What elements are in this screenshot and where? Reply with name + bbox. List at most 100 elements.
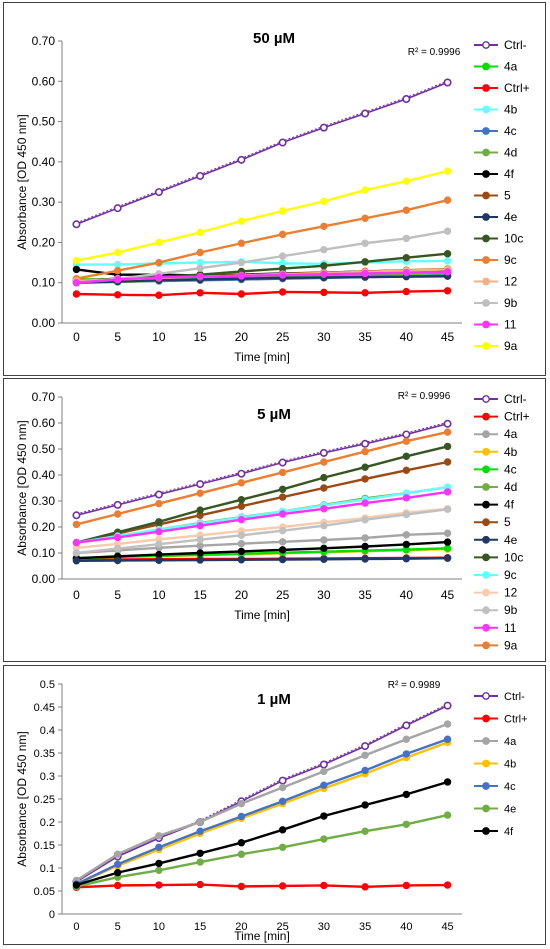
data-point-10c xyxy=(402,254,411,262)
data-point-Ctrl+ xyxy=(443,287,452,295)
data-point-9a xyxy=(237,479,246,487)
series-line-4e xyxy=(76,557,448,562)
legend-marker-11 xyxy=(482,623,490,632)
data-point-4f xyxy=(237,547,246,556)
y-tick-label: 0.10 xyxy=(32,276,56,290)
chart-panel-50uM: 0.00 0.10 0.20 0.30 0.40 0.50 0.60 0.70 0 5 10 15 20… xyxy=(3,2,546,376)
series-line-9b xyxy=(76,508,448,555)
data-point-9b xyxy=(361,516,369,524)
data-point-9a xyxy=(278,207,287,215)
data-point-9a xyxy=(113,248,122,257)
data-point-9c xyxy=(443,196,452,204)
data-point-Ctrl+ xyxy=(443,881,452,889)
data-point-9b xyxy=(443,227,452,235)
r-squared-annotation: R² = 0.9989 xyxy=(388,680,441,691)
data-point-11 xyxy=(196,272,204,281)
data-point-Ctrl+ xyxy=(361,289,369,297)
x-tick-label: 15 xyxy=(193,330,207,344)
legend-label-4a: 4a xyxy=(504,60,518,74)
data-point-4f xyxy=(320,544,328,553)
data-point-11 xyxy=(278,510,287,518)
data-point-9a xyxy=(361,447,369,456)
data-point-4e xyxy=(113,556,122,565)
data-point-9a xyxy=(402,177,411,185)
data-point-11 xyxy=(113,533,122,542)
data-point-10c xyxy=(320,262,328,270)
legend-marker-4d xyxy=(482,483,490,491)
data-point-9a xyxy=(196,228,204,237)
data-point-9c xyxy=(196,248,204,257)
data-point-Ctrl- xyxy=(196,480,205,489)
y-tick-label: 0.15 xyxy=(34,840,55,852)
x-tick-label: 30 xyxy=(317,588,331,602)
data-point-Ctrl- xyxy=(319,760,328,769)
y-tick-label: 0.25 xyxy=(34,794,55,806)
x-tick-label: 5 xyxy=(114,330,121,344)
data-point-Ctrl+ xyxy=(402,287,411,296)
legend-marker-Ctrl- xyxy=(482,41,490,49)
data-point-9b xyxy=(155,540,163,548)
data-point-4e xyxy=(72,557,81,565)
legend-marker-9c xyxy=(482,571,490,579)
y-tick-label: 0.30 xyxy=(32,494,56,508)
data-point-4a xyxy=(320,767,328,776)
data-point-4f xyxy=(113,868,122,877)
chart-panel-5uM: 0.00 0.10 0.20 0.30 0.40 0.50 0.60 0.70 0 5 10 15 20… xyxy=(3,378,546,662)
legend-label-9b: 9b xyxy=(504,603,518,617)
data-point-4a xyxy=(361,751,369,760)
x-tick-label: 35 xyxy=(358,330,372,344)
data-point-4f xyxy=(402,790,411,799)
data-point-11 xyxy=(443,488,452,496)
x-axis-title: Time [min] xyxy=(234,608,290,622)
legend-label-4a: 4a xyxy=(504,736,517,748)
series-line-11 xyxy=(76,270,448,284)
data-point-4e xyxy=(443,554,452,562)
data-point-10c xyxy=(237,496,246,504)
legend-marker-9b xyxy=(482,606,490,615)
y-tick-label: 0 xyxy=(49,909,55,921)
data-point-9a xyxy=(72,256,81,265)
legend-label-4c: 4c xyxy=(504,781,516,793)
data-point-10c xyxy=(278,485,287,494)
legend-marker-Ctrl- xyxy=(482,395,490,403)
data-point-10c xyxy=(361,463,369,471)
x-tick-label: 10 xyxy=(152,588,166,602)
y-tick-label: 0.00 xyxy=(32,572,56,586)
data-point-Ctrl+ xyxy=(196,880,204,889)
series-line-12 xyxy=(76,507,448,549)
series-line-9b xyxy=(76,229,448,284)
data-point-9b xyxy=(402,510,411,519)
legend-label-4f: 4f xyxy=(504,167,515,181)
legend-marker-4a xyxy=(482,430,490,439)
data-point-4f xyxy=(196,849,204,857)
legend-label-4e: 4e xyxy=(504,804,516,816)
data-point-Ctrl+ xyxy=(361,883,369,891)
x-tick-label: 45 xyxy=(441,330,455,344)
legend-label-4b: 4b xyxy=(504,759,516,771)
legend-label-4c: 4c xyxy=(504,462,517,476)
data-point-4f xyxy=(278,826,287,834)
series-line-4b xyxy=(75,741,448,886)
legend-marker-4f xyxy=(482,500,490,509)
x-tick-label: 20 xyxy=(235,921,247,933)
data-point-Ctrl+ xyxy=(278,288,287,296)
data-point-4b xyxy=(113,260,122,269)
data-point-4e xyxy=(361,827,369,835)
legend-label-4e: 4e xyxy=(504,210,518,224)
data-point-4c xyxy=(443,544,452,553)
legend-marker-10c xyxy=(482,234,490,243)
data-point-Ctrl- xyxy=(361,742,370,751)
y-tick-label: 0.1 xyxy=(40,863,55,875)
legend-marker-9a xyxy=(482,641,490,650)
data-point-4f xyxy=(443,538,452,546)
data-point-4a xyxy=(320,536,328,544)
legend-label-11: 11 xyxy=(504,621,517,635)
series-line-10c xyxy=(76,445,448,544)
data-point-11 xyxy=(113,275,122,284)
y-tick-label: 0.35 xyxy=(34,748,55,760)
y-tick-label: 0.40 xyxy=(32,468,56,482)
data-point-9a xyxy=(155,238,163,247)
legend-marker-5 xyxy=(482,518,490,527)
data-point-Ctrl+ xyxy=(402,881,411,890)
legend-label-9b: 9b xyxy=(504,296,518,310)
